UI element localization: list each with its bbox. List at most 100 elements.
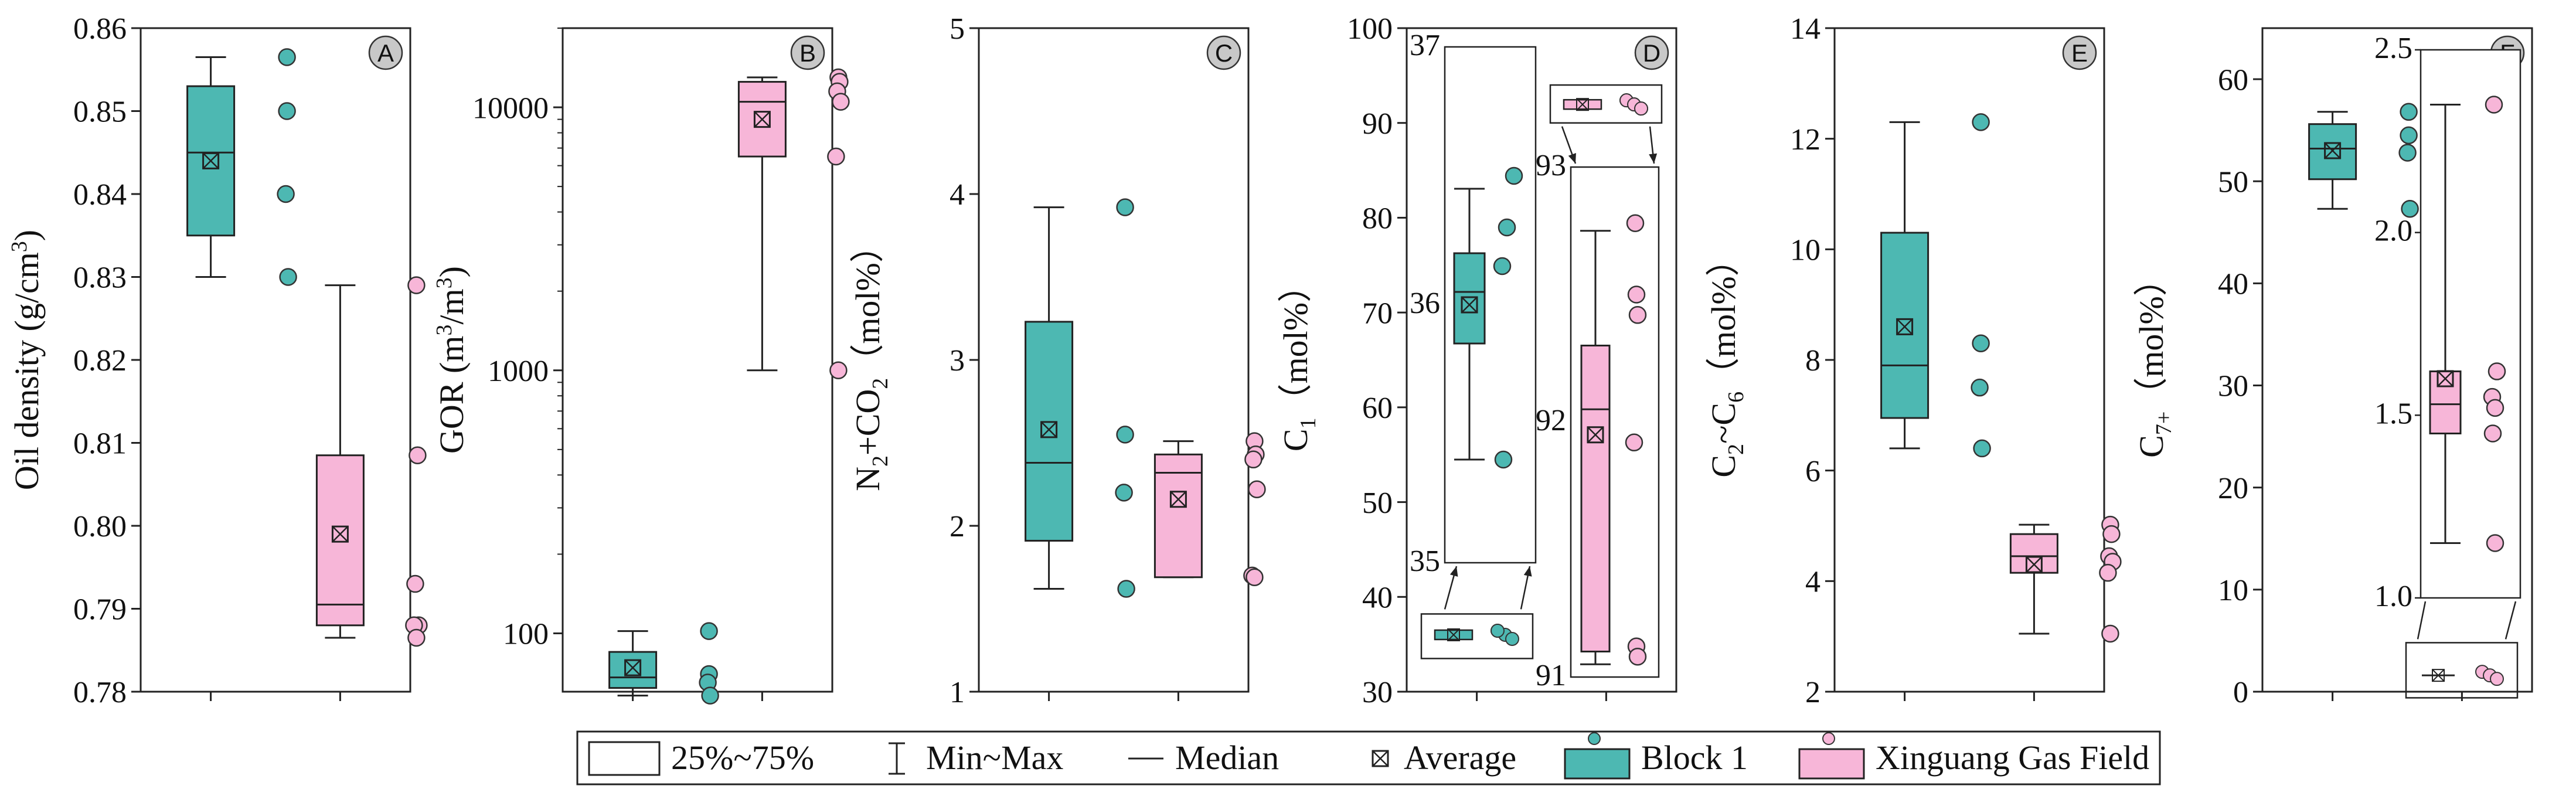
block1-mean-cross [1896, 318, 1913, 335]
legend-xg-label: Xinguang Gas Field [1876, 739, 2149, 777]
inset-xg-data-point [1627, 285, 1646, 304]
xg-box [2009, 533, 2058, 574]
inset-xg-frame [2420, 49, 2521, 599]
zoom-frame-xg [1549, 84, 1663, 124]
xg-mean-marker [331, 525, 349, 543]
plot-frame [1406, 27, 1677, 693]
panel-D: 30 40 50 60 70 80 90 100 C1（mol%） D 35 36 37 91 92 93 [1277, 12, 1677, 709]
inset-xg-data-point [1626, 214, 1645, 232]
inset-xg-data-point [2486, 399, 2504, 417]
inset-xg-data-point [1628, 647, 1647, 666]
y-axis-label: C7+（mol%） [2132, 262, 2176, 458]
y-axis-tick-label: 90 [1362, 107, 1393, 141]
inset-xg-box [1580, 345, 1611, 652]
legend-block1-point [1588, 732, 1601, 745]
inset-xg-tick-label: 1.0 [2374, 580, 2412, 613]
y-axis-tick-label: 0 [2233, 676, 2248, 709]
panel-badge-label: E [2071, 39, 2088, 67]
block1-data-point [1971, 378, 1989, 397]
mini-mean-cross [1576, 98, 1589, 111]
block1-box [1025, 321, 1074, 542]
legend-box-label: 25%~75% [671, 739, 814, 777]
y-axis-tick-label: 0.78 [73, 676, 127, 709]
xg-data-point [1246, 568, 1264, 586]
axis-label-part: GOR (m [433, 336, 471, 454]
block1-data-point [701, 686, 719, 705]
y-axis-tick-label: 0.80 [73, 510, 127, 543]
inset-xg-data-point [1628, 306, 1647, 324]
axis-label-part: 1 [1296, 417, 1321, 428]
inset-xg-mean-cross [1587, 426, 1604, 443]
y-axis-tick-label: 10 [2218, 574, 2248, 607]
block1-mean-marker [202, 152, 220, 169]
axis-label-part: N [849, 467, 887, 491]
inset-block1-data-point [1494, 450, 1513, 469]
block1-mean-marker [1896, 318, 1914, 335]
block1-data-point [279, 268, 297, 286]
y-axis-tick-label: 60 [1362, 392, 1393, 425]
y-axis-tick-label: 1 [950, 676, 965, 709]
xg-mini-point [2490, 672, 2504, 686]
axis-label-part: （mol%） [849, 229, 887, 378]
y-axis-tick-label: 2 [1805, 676, 1820, 709]
axis-label-part: 3 [432, 325, 457, 336]
inset-xg-data-point [2483, 424, 2502, 443]
plot-frame [2261, 27, 2533, 693]
y-axis-tick-label: 40 [2218, 268, 2248, 301]
inset-xg-mean-marker [2437, 370, 2454, 387]
zoom-arrowhead [1449, 566, 1458, 577]
y-axis-tick-label: 0.84 [73, 178, 127, 212]
xg-data-point [407, 276, 426, 294]
y-axis-tick-label: 3 [950, 344, 965, 378]
legend-block1-swatch [1564, 748, 1631, 780]
block1-data-point [1116, 198, 1134, 216]
xg-mean-marker [2025, 556, 2043, 573]
inset-xg-box [2429, 370, 2462, 434]
block1-mean-cross [1040, 421, 1057, 438]
inset-xg-tick-label: 91 [1536, 659, 1566, 692]
block1-data-point [1973, 439, 1991, 458]
block1-mean-cross [202, 152, 219, 169]
inset-xg-data-point [1625, 433, 1643, 452]
xg-mean-cross [332, 526, 349, 543]
y-axis-tick-label: 30 [2218, 370, 2248, 403]
y-axis-tick-label: 30 [1362, 676, 1393, 709]
block1-data-point [278, 102, 296, 120]
panel-badge [1634, 35, 1669, 70]
legend: 25%~75% Min~Max Median Average Block 1 Xingua… [576, 730, 2161, 785]
block1-mini-point [1491, 623, 1505, 638]
xg-data-point [1248, 480, 1266, 498]
inset-xg-tick-label: 93 [1536, 149, 1566, 182]
block1-mini-point [1505, 631, 1519, 646]
plot-frame [139, 27, 411, 693]
xg-data-point [406, 574, 424, 593]
block1-mean-cross [624, 659, 641, 676]
y-axis-tick-label: 40 [1362, 581, 1393, 614]
xg-box [315, 454, 365, 627]
panel-badge-label: D [1643, 39, 1660, 67]
panel-badge-label: C [1215, 39, 1233, 67]
y-axis-label: GOR (m3/m3) [432, 266, 471, 454]
legend-mean-swatch [1372, 750, 1389, 767]
panel-badge [790, 35, 825, 70]
y-axis-tick-label: 0.79 [73, 593, 127, 627]
zoom-arrowhead [1649, 153, 1658, 164]
mini-mean-cross [1447, 628, 1460, 641]
block1-data-point [2401, 200, 2419, 218]
block1-data-point [1115, 484, 1133, 502]
inset-xg-tick-label: 92 [1536, 404, 1566, 437]
panel-badge-label: A [377, 39, 394, 67]
inset-block1-data-point [1493, 257, 1512, 276]
xg-mean-marker [1169, 491, 1187, 508]
axis-label-part: ~C [1704, 403, 1743, 444]
y-axis-tick-label: 0.83 [73, 261, 127, 295]
axis-label-part: C [1277, 428, 1315, 451]
y-axis-tick-label: 60 [2218, 63, 2248, 97]
inset-block1-box [1453, 252, 1486, 345]
y-axis-tick-label: 80 [1362, 202, 1393, 236]
y-axis-label: N2+CO2（mol%） [849, 229, 893, 491]
inset-block1-data-point [1498, 218, 1516, 237]
y-axis-tick-label: 100 [503, 618, 549, 651]
axis-label-part: C [1704, 455, 1743, 478]
